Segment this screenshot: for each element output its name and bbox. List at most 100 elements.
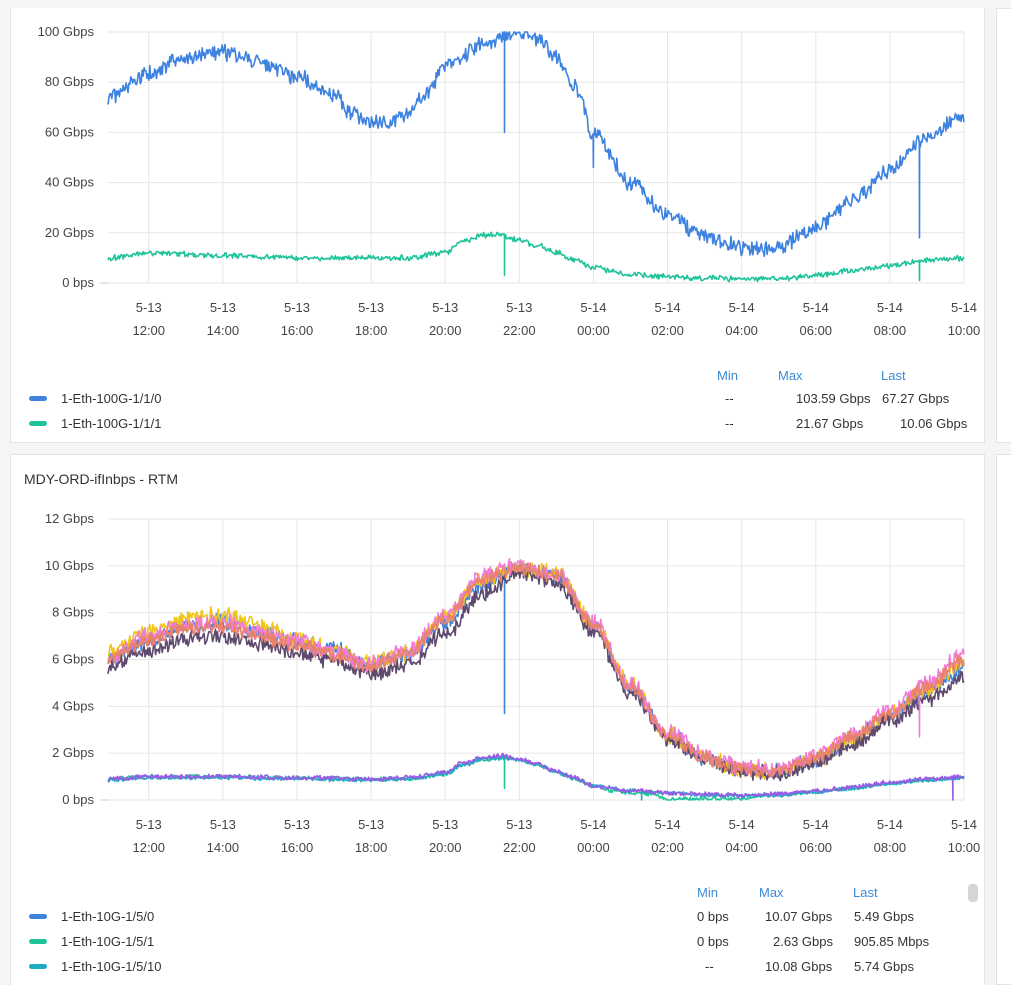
x-tick-date: 5-13 <box>210 817 236 832</box>
legend-series-name[interactable]: 1-Eth-10G-1/5/10 <box>61 959 162 974</box>
x-tick-date: 5-13 <box>432 300 458 315</box>
x-tick-date: 5-13 <box>506 300 532 315</box>
legend-min-value: -- <box>725 391 734 406</box>
x-tick-time: 02:00 <box>651 323 684 338</box>
legend-max-value: 10.08 Gbps <box>765 959 833 974</box>
x-tick-time: 02:00 <box>651 840 684 855</box>
legend-min-value: -- <box>705 959 714 974</box>
y-tick-label: 20 Gbps <box>45 225 95 240</box>
x-tick-label: 5-13 16:00 <box>281 817 314 855</box>
series-line-series-7[interactable] <box>107 752 965 801</box>
legend-item-eth-10g-1-5-0[interactable]: 1-Eth-10G-1/5/0 0 bps 10.07 Gbps 5.49 Gb… <box>29 907 974 927</box>
y-tick-label: 6 Gbps <box>52 652 94 667</box>
legend-max-value: 10.07 Gbps <box>765 909 833 924</box>
legend-header-min[interactable]: Min <box>697 885 718 900</box>
panel-title[interactable]: MDY-ORD-ifInbps - RTM <box>24 471 179 487</box>
y-tick-label: 0 bps <box>62 275 94 290</box>
x-tick-time: 22:00 <box>503 840 536 855</box>
x-tick-date: 5-14 <box>580 817 606 832</box>
x-tick-date: 5-14 <box>655 817 681 832</box>
series-line-series-2[interactable] <box>107 568 965 782</box>
legend-max-value: 21.67 Gbps <box>796 416 864 431</box>
x-tick-time: 04:00 <box>725 323 758 338</box>
legend-item-eth-10g-1-5-1[interactable]: 1-Eth-10G-1/5/1 0 bps 2.63 Gbps 905.85 M… <box>29 932 974 952</box>
x-tick-label: 5-14 06:00 <box>800 817 833 855</box>
series-color-swatch <box>29 964 47 969</box>
legend-header-last[interactable]: Last <box>881 368 906 383</box>
legend-max-value: 103.59 Gbps <box>796 391 871 406</box>
top-strip <box>0 0 1011 8</box>
x-tick-date: 5-13 <box>284 817 310 832</box>
x-tick-label: 5-14 08:00 <box>874 300 907 338</box>
legend-series-name[interactable]: 1-Eth-100G-1/1/1 <box>61 416 162 431</box>
legend-series-name[interactable]: 1-Eth-100G-1/1/0 <box>61 391 162 406</box>
x-tick-label: 5-14 00:00 <box>577 817 610 855</box>
x-tick-date: 5-14 <box>951 300 977 315</box>
x-tick-label: 5-13 16:00 <box>281 300 314 338</box>
legend-series-name[interactable]: 1-Eth-10G-1/5/0 <box>61 909 155 924</box>
x-tick-time: 20:00 <box>429 323 462 338</box>
legend-header-max[interactable]: Max <box>759 885 784 900</box>
series-line-1-eth-100g-1-1-1[interactable] <box>107 231 965 283</box>
series-color-swatch <box>29 939 47 944</box>
traffic-chart-100g: 0 bps 20 Gbps 40 Gbps 60 Gbps 80 Gbps 100 Gbp… <box>38 24 981 338</box>
x-tick-time: 00:00 <box>577 840 610 855</box>
legend-min-value: -- <box>725 416 734 431</box>
x-tick-date: 5-14 <box>803 300 829 315</box>
x-tick-date: 5-14 <box>729 817 755 832</box>
legend-header-last[interactable]: Last <box>853 885 878 900</box>
x-tick-date: 5-13 <box>358 817 384 832</box>
x-tick-label: 5-14 10:00 <box>948 817 981 855</box>
legend-scrollbar[interactable] <box>968 884 978 902</box>
legend-series-name[interactable]: 1-Eth-10G-1/5/1 <box>61 934 155 949</box>
legend-header-max[interactable]: Max <box>778 368 803 383</box>
y-tick-label: 100 Gbps <box>38 24 95 39</box>
x-tick-time: 12:00 <box>132 323 165 338</box>
x-tick-date: 5-13 <box>136 300 162 315</box>
x-tick-time: 10:00 <box>948 840 981 855</box>
legend-last-value: 5.74 Gbps <box>854 959 914 974</box>
x-tick-date: 5-14 <box>877 817 903 832</box>
x-tick-time: 22:00 <box>503 323 536 338</box>
x-tick-label: 5-14 06:00 <box>800 300 833 338</box>
x-tick-date: 5-14 <box>803 817 829 832</box>
neighbor-panel-edge-bottom <box>996 454 1011 985</box>
legend-last-value: 10.06 Gbps <box>900 416 968 431</box>
series-line-series-4[interactable] <box>107 562 965 779</box>
x-tick-time: 06:00 <box>800 323 833 338</box>
x-tick-time: 16:00 <box>281 323 314 338</box>
y-tick-label: 2 Gbps <box>52 745 94 760</box>
x-tick-label: 5-14 04:00 <box>725 817 758 855</box>
x-tick-label: 5-14 10:00 <box>948 300 981 338</box>
x-tick-time: 12:00 <box>132 840 165 855</box>
legend-last-value: 905.85 Mbps <box>854 934 930 949</box>
y-tick-label: 10 Gbps <box>45 558 95 573</box>
series-color-swatch <box>29 914 47 919</box>
traffic-panel-100g: 0 bps 20 Gbps 40 Gbps 60 Gbps 80 Gbps 100 Gbp… <box>10 8 985 443</box>
legend-last-value: 5.49 Gbps <box>854 909 914 924</box>
x-tick-label: 5-14 04:00 <box>725 300 758 338</box>
x-tick-label: 5-13 20:00 <box>429 300 462 338</box>
legend-item-eth-10g-1-5-10[interactable]: 1-Eth-10G-1/5/10 -- 10.08 Gbps 5.74 Gbps <box>29 957 974 977</box>
x-tick-time: 16:00 <box>281 840 314 855</box>
legend-item-eth-100g-1-1-0[interactable]: 1-Eth-100G-1/1/0 -- 103.59 Gbps 67.27 Gb… <box>29 389 974 409</box>
x-tick-label: 5-13 20:00 <box>429 817 462 855</box>
y-tick-label: 40 Gbps <box>45 175 95 190</box>
neighbor-panel-edge-top <box>996 8 1011 443</box>
legend-header-min[interactable]: Min <box>717 368 738 383</box>
x-tick-date: 5-13 <box>358 300 384 315</box>
x-tick-time: 10:00 <box>948 323 981 338</box>
x-tick-label: 5-13 12:00 <box>132 300 165 338</box>
traffic-panel-10g: MDY-ORD-ifInbps - RTM 0 bps 2 Gbps 4 Gbps 6… <box>10 454 985 985</box>
x-tick-label: 5-13 22:00 <box>503 817 536 855</box>
x-tick-label: 5-14 02:00 <box>651 817 684 855</box>
x-tick-label: 5-14 00:00 <box>577 300 610 338</box>
x-tick-date: 5-13 <box>210 300 236 315</box>
legend-item-eth-100g-1-1-1[interactable]: 1-Eth-100G-1/1/1 -- 21.67 Gbps 10.06 Gbp… <box>29 414 974 434</box>
y-tick-label: 80 Gbps <box>45 74 95 89</box>
series-line-1-eth-100g-1-1-0[interactable] <box>107 31 965 258</box>
x-tick-label: 5-14 08:00 <box>874 817 907 855</box>
x-tick-time: 18:00 <box>355 323 388 338</box>
x-tick-date: 5-13 <box>432 817 458 832</box>
legend-min-value: 0 bps <box>697 934 729 949</box>
